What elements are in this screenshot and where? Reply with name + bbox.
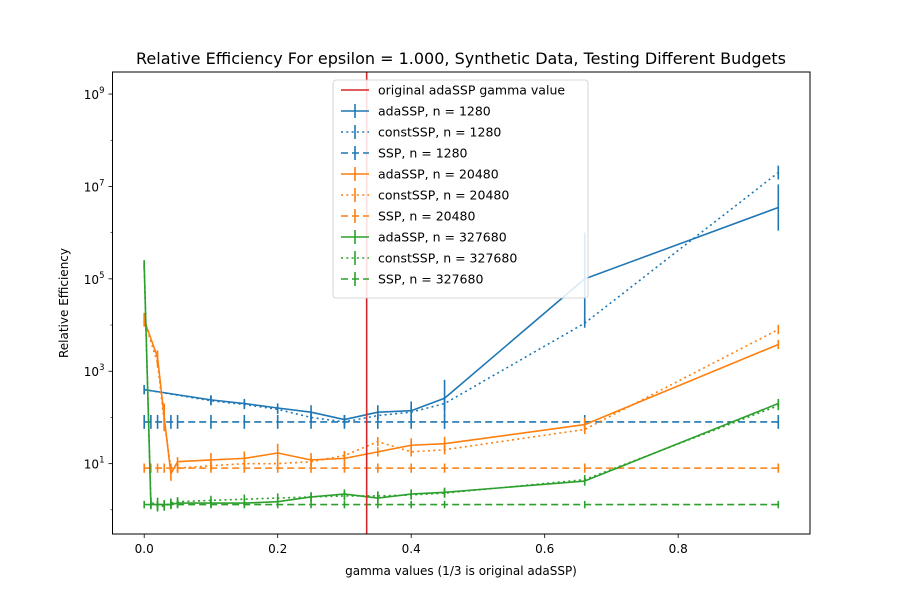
- series-8: [143, 500, 780, 509]
- legend-item: constSSP, n = 327680: [341, 251, 517, 266]
- legend-item: SSP, n = 20480: [341, 209, 476, 224]
- x-axis-label: gamma values (1/3 is original adaSSP): [345, 564, 577, 578]
- plot-frame: [112, 71, 811, 535]
- x-tick-label: 0.4: [402, 542, 421, 556]
- legend-item: adaSSP, n = 20480: [341, 167, 499, 182]
- legend-label: original adaSSP gamma value: [378, 83, 565, 98]
- legend-label: constSSP, n = 20480: [378, 188, 509, 203]
- y-axis: 101 103 105 107 109: [84, 86, 113, 511]
- x-tick-label: 0.6: [535, 542, 554, 556]
- legend: original adaSSP gamma value adaSSP, n = 1…: [332, 79, 589, 299]
- legend-label: SSP, n = 20480: [378, 209, 476, 224]
- y-axis-label: Relative Efficiency: [57, 248, 71, 358]
- legend-box: [332, 79, 589, 299]
- legend-item: adaSSP, n = 1280: [341, 104, 491, 119]
- legend-label: constSSP, n = 327680: [378, 251, 517, 266]
- legend-item: adaSSP, n = 327680: [341, 230, 507, 245]
- series-5: [143, 463, 780, 473]
- legend-label: adaSSP, n = 1280: [378, 104, 491, 119]
- series-line: [143, 319, 779, 469]
- legend-item: constSSP, n = 1280: [341, 125, 501, 140]
- x-tick-label: 0.0: [135, 542, 154, 556]
- x-tick-label: 0.2: [268, 542, 287, 556]
- chart-title: Relative Efficiency For epsilon = 1.000,…: [136, 49, 786, 68]
- y-tick-label: 101: [84, 456, 105, 472]
- legend-item: SSP, n = 327680: [341, 272, 483, 287]
- legend-label: SSP, n = 1280: [378, 146, 468, 161]
- y-tick-label: 107: [84, 178, 105, 194]
- legend-item: constSSP, n = 20480: [341, 188, 509, 203]
- x-axis: 0.0 0.2 0.4 0.6 0.8: [135, 534, 688, 556]
- legend-label: adaSSP, n = 327680: [378, 230, 507, 245]
- y-tick-label: 109: [84, 86, 105, 102]
- legend-item: SSP, n = 1280: [341, 146, 468, 161]
- legend-label: adaSSP, n = 20480: [378, 167, 499, 182]
- legend-item: original adaSSP gamma value: [341, 83, 565, 98]
- legend-label: SSP, n = 327680: [378, 272, 483, 287]
- x-tick-label: 0.8: [669, 542, 688, 556]
- y-tick-label: 105: [84, 271, 105, 287]
- legend-label: constSSP, n = 1280: [378, 125, 501, 140]
- y-tick-label: 103: [84, 363, 105, 379]
